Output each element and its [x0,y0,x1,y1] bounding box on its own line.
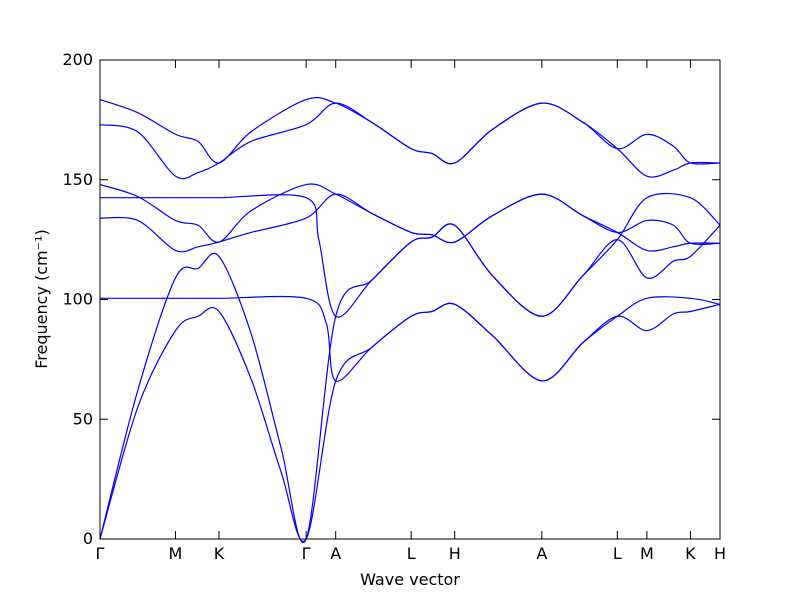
bands-layer [99,97,721,543]
x-tick-label: H [714,544,726,563]
y-tick-label: 150 [62,170,93,189]
band-line-8 [99,97,721,165]
x-tick-label: L [407,544,416,563]
band-line-5 [99,192,721,318]
x-tick-label: K [685,544,696,563]
plot-frame [99,59,721,540]
x-tick-label: Γ [302,544,311,563]
x-tick-label: A [536,544,547,563]
y-tick-label: 0 [83,529,93,548]
x-tick-label: M [169,544,183,563]
y-tick-label: 200 [62,50,93,69]
y-tick-label: 50 [73,409,93,428]
x-tick-label: A [330,544,341,563]
band-line-7 [99,102,721,180]
x-tick-label: H [449,544,461,563]
band-line-1 [99,302,721,542]
y-tick-label: 100 [62,290,93,309]
band-line-6 [99,183,721,246]
x-tick-label: M [640,544,654,563]
band-line-3 [100,295,721,382]
x-tick-label: L [613,544,622,563]
x-tick-label: K [214,544,225,563]
x-axis-label: Wave vector [360,570,460,589]
band-line-2 [99,223,721,543]
x-tick-label: Γ [96,544,105,563]
y-axis-label: Frequency (cm⁻¹) [32,229,51,368]
